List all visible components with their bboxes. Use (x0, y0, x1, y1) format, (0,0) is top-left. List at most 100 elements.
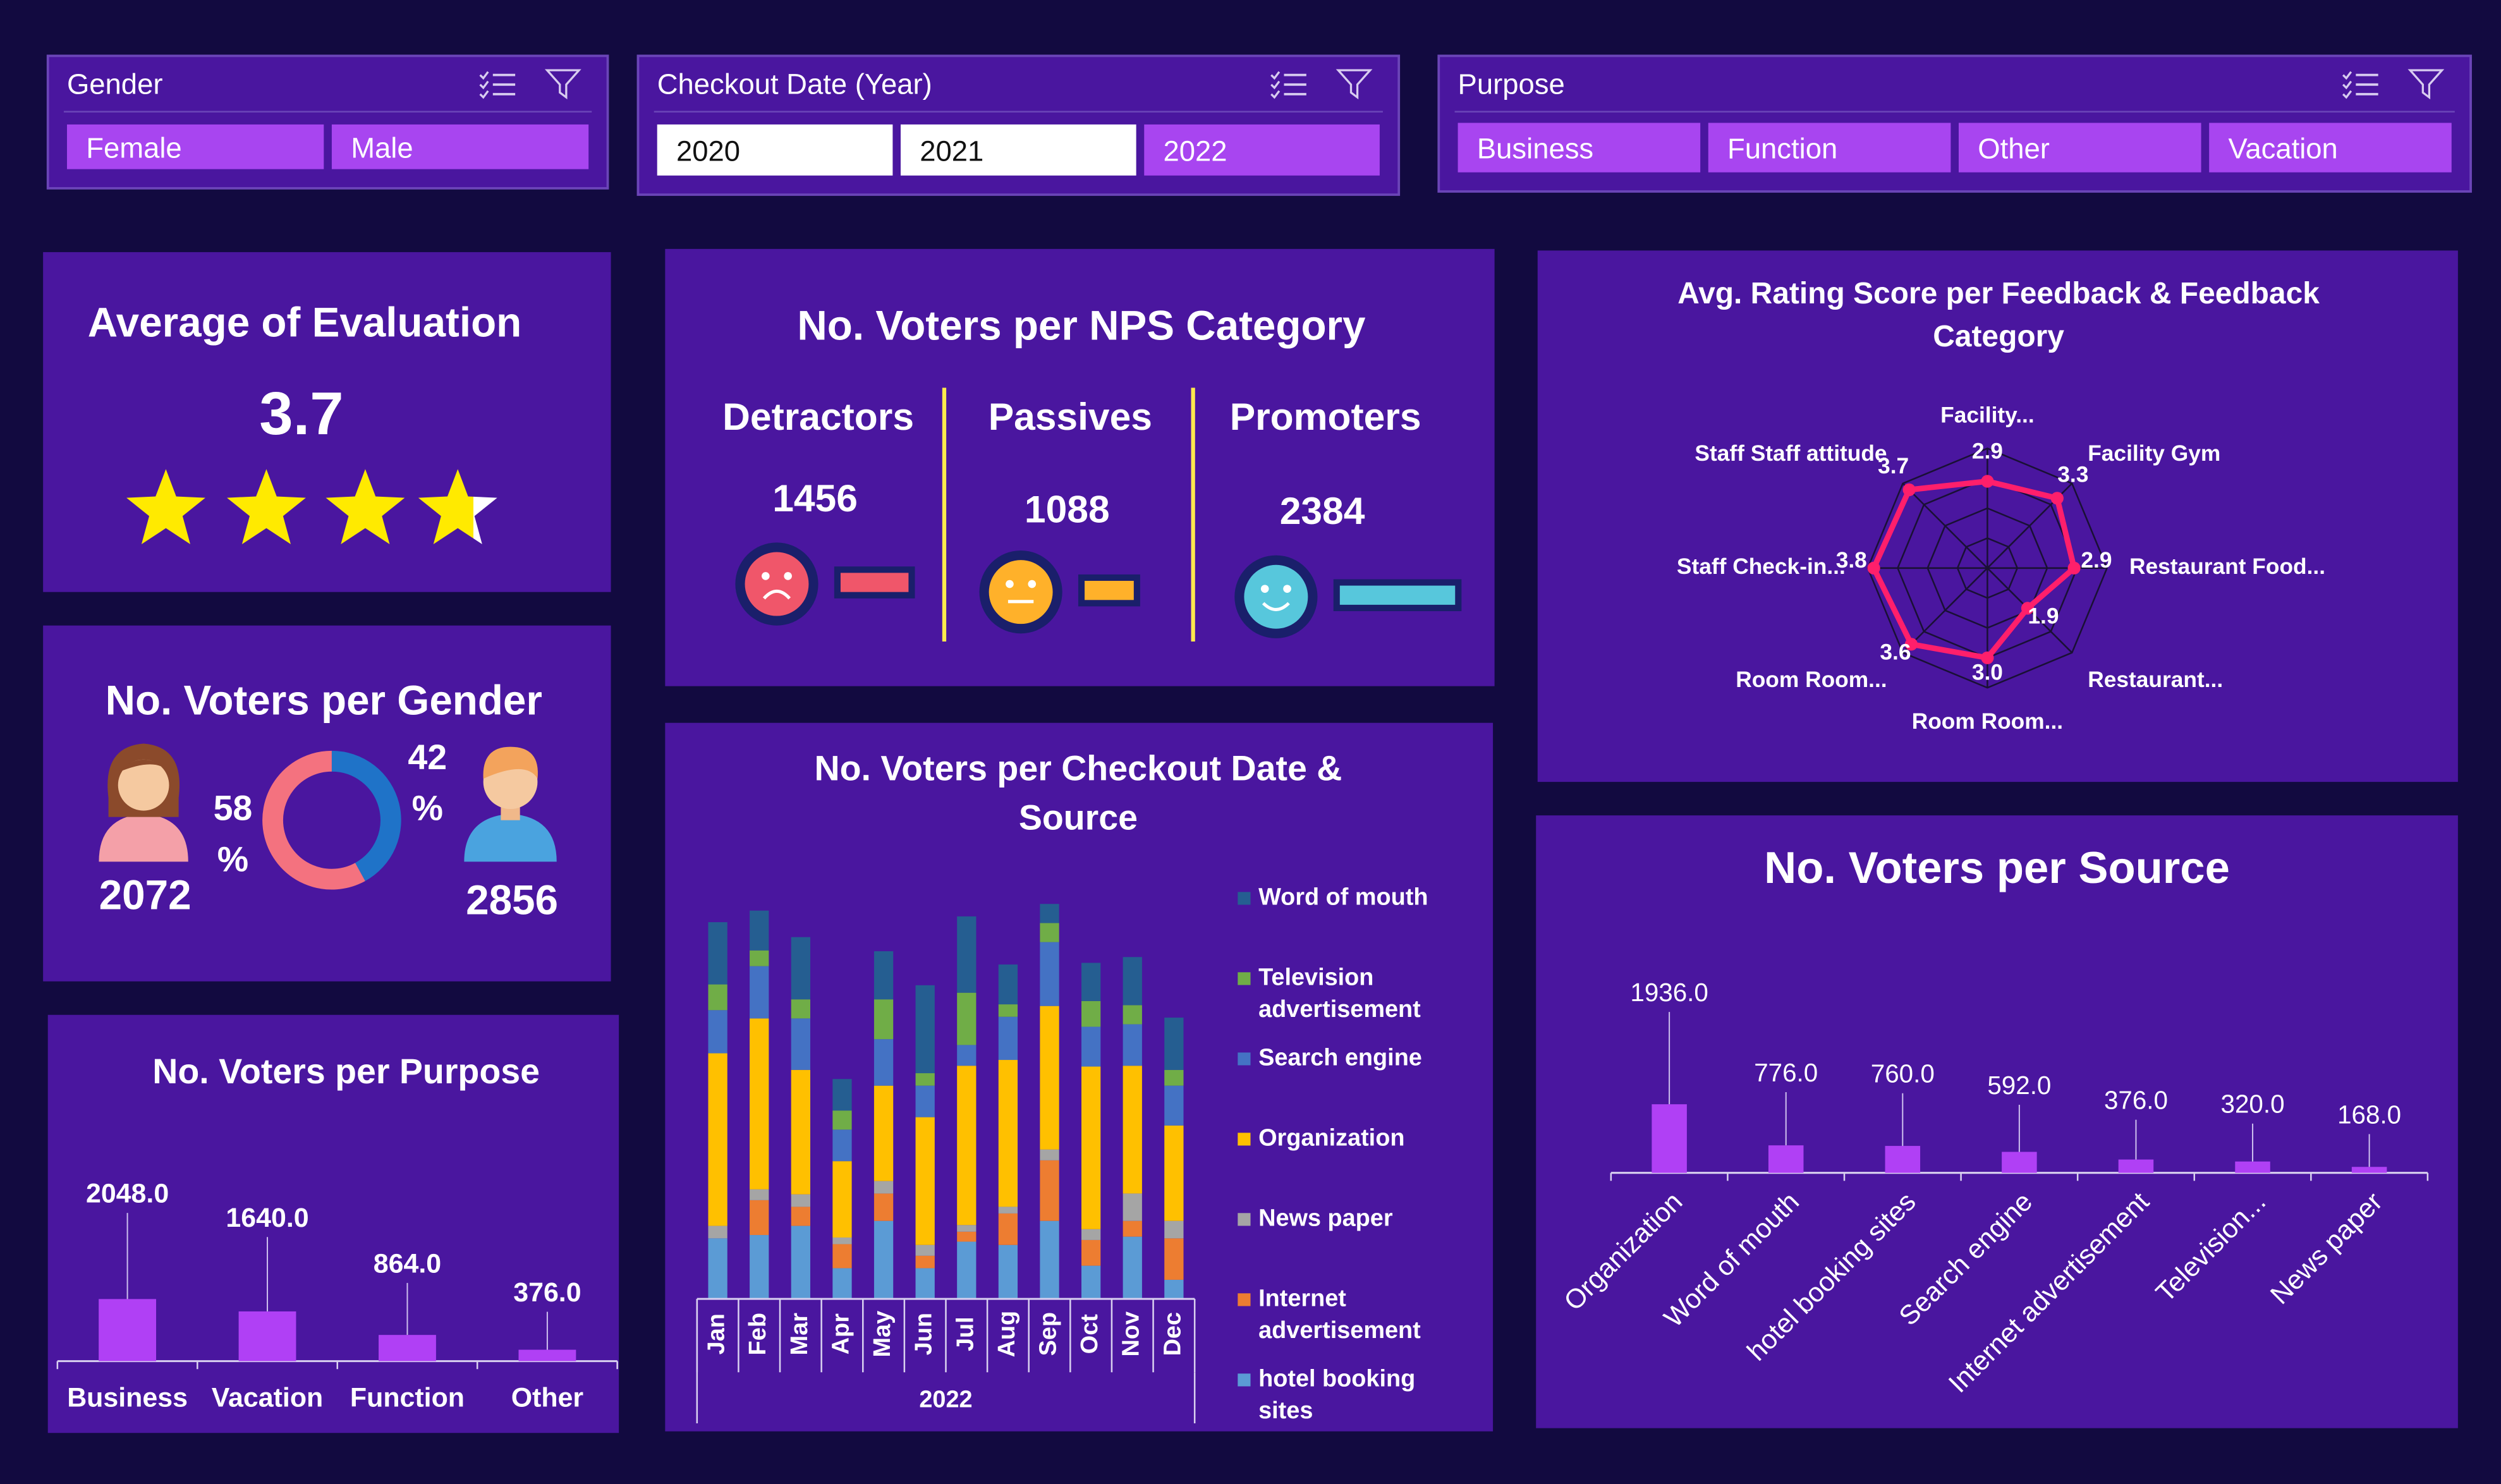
icon-check (479, 71, 489, 80)
value-label: 3.0 (1972, 660, 2003, 684)
slicer-button[interactable] (1958, 123, 2201, 173)
face (989, 560, 1053, 624)
bar (379, 1335, 436, 1361)
slicer-item[interactable]: Function (1727, 133, 1837, 165)
icon-check (2342, 90, 2352, 99)
face-eye (1283, 585, 1291, 593)
bar (1768, 1145, 1804, 1173)
slicer-button[interactable] (1144, 124, 1380, 176)
slicer-item[interactable]: Vacation (2228, 133, 2337, 165)
bar (518, 1349, 576, 1361)
bar-segment (998, 1244, 1018, 1299)
nps-bar (1078, 574, 1140, 607)
card (1536, 815, 2458, 1428)
card (43, 252, 611, 592)
share-label: 58% (214, 788, 253, 879)
icon-filter (2407, 69, 2445, 100)
nps-value: 1456 (772, 477, 858, 520)
slicer-item[interactable]: Other (1978, 133, 2050, 165)
value-label: 1.9 (2028, 604, 2059, 629)
radar-point (1904, 638, 1918, 651)
slicer-button[interactable] (1457, 123, 1701, 173)
bar-segment (791, 1018, 810, 1070)
category-label: Restaurant... (2088, 667, 2223, 692)
icon-filter (1336, 69, 1373, 100)
bar-segment (1081, 1239, 1101, 1266)
nps-category: Promoters (1230, 395, 1421, 438)
icon-hair (483, 746, 538, 779)
slicer-button[interactable] (66, 124, 324, 169)
x-tick-label: Business (67, 1383, 188, 1413)
bar-segment (1081, 1229, 1101, 1240)
slicer-item[interactable]: Male (351, 131, 413, 164)
slicer-button[interactable] (900, 124, 1136, 176)
slicer-item[interactable]: 2022 (1164, 135, 1227, 167)
slicer-button[interactable] (331, 124, 589, 169)
slicer-title: Purpose (1458, 68, 1565, 100)
bar-segment (1040, 904, 1059, 923)
bar-segment (957, 1225, 977, 1232)
face (745, 552, 809, 616)
value-label: 1936.0 (1630, 978, 1708, 1007)
bar-segment (1123, 1236, 1142, 1299)
legend-swatch (1238, 1052, 1251, 1066)
value-label: 3.6 (1880, 640, 1911, 665)
slicer-item[interactable]: 2020 (676, 135, 740, 167)
slicer-button[interactable] (1708, 123, 1951, 173)
bar-segment (1164, 1279, 1184, 1299)
x-tick-label: Oct (1076, 1314, 1103, 1354)
face-eye (784, 572, 792, 580)
icon-check (479, 90, 489, 99)
icon-check (2342, 71, 2352, 80)
category-label: Staff Check-in... (1677, 554, 1846, 579)
radar-spoke (1902, 567, 1988, 654)
x-tick-label: Dec (1159, 1312, 1186, 1356)
bar-segment (1081, 963, 1101, 1001)
radar-point (2050, 492, 2064, 505)
nps-value: 2384 (1280, 489, 1365, 532)
icon-check (2342, 80, 2352, 90)
bar-segment (873, 1220, 894, 1299)
slicer-button[interactable] (657, 124, 893, 176)
slicer-item[interactable]: Female (86, 131, 181, 164)
bar-segment (708, 1238, 727, 1299)
slicer-title: Gender (67, 68, 162, 100)
slicer-button[interactable] (2209, 123, 2452, 173)
card (47, 1014, 619, 1433)
value-label: 592.0 (1987, 1071, 2051, 1100)
bar-segment (750, 1200, 769, 1236)
star (126, 469, 205, 545)
nps-bar (1333, 579, 1462, 611)
card-title: Average of Evaluation (88, 299, 522, 345)
icon-check (1270, 90, 1281, 99)
card-title: No. Voters per Source (1764, 842, 2230, 892)
x-tick-label: Other (511, 1383, 584, 1413)
icon-filter (544, 69, 581, 100)
bar-segment (873, 1085, 894, 1181)
bar-segment (1123, 1066, 1142, 1194)
bar-segment (1040, 1160, 1059, 1221)
value-label: 2048.0 (86, 1179, 169, 1209)
bar (2235, 1161, 2270, 1173)
value-label: 864.0 (374, 1248, 441, 1279)
slicer-item[interactable]: 2021 (920, 135, 983, 167)
kpi-value: 3.7 (259, 380, 343, 447)
slicer-item[interactable]: Business (1477, 133, 1593, 165)
value-label: 760.0 (1871, 1059, 1935, 1088)
legend-swatch (1238, 892, 1251, 905)
bar-segment (750, 1235, 769, 1299)
face-eye (762, 572, 770, 580)
bar-segment (750, 1018, 769, 1189)
bar-segment (1123, 1220, 1142, 1237)
bar-segment (957, 1231, 977, 1242)
x-tick-label: Jun (911, 1313, 937, 1355)
star (326, 469, 405, 545)
female-icon (99, 743, 188, 862)
value-label: 776.0 (1754, 1058, 1818, 1087)
legend-swatch (1238, 972, 1251, 985)
radar-point (1867, 561, 1880, 575)
bar (99, 1299, 156, 1361)
star (227, 469, 306, 545)
